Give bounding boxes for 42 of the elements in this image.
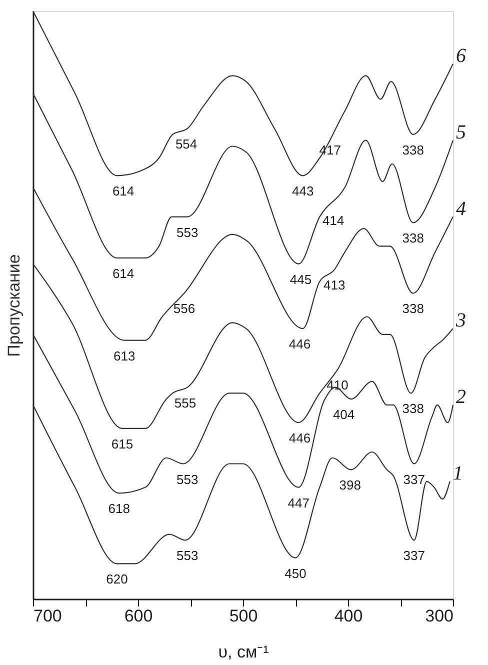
x-tick-label: 500 [229, 606, 258, 626]
series-label: 3 [455, 310, 466, 332]
annotation: 553 [176, 548, 198, 564]
annotation: 446 [288, 430, 311, 446]
annotation: 553 [176, 224, 198, 240]
x-tick-label: 600 [124, 606, 153, 626]
annotation: 338 [402, 301, 424, 316]
y-axis-title: Пропускание [4, 254, 24, 357]
annotation: 338 [402, 142, 424, 158]
annotation: 556 [173, 301, 196, 316]
annotation: 553 [176, 472, 198, 487]
x-tick-label: 700 [34, 606, 62, 626]
annotation: 554 [175, 136, 198, 152]
annotation: 445 [290, 272, 312, 287]
annotation: 446 [288, 336, 311, 352]
series-label: 6 [456, 44, 466, 67]
annotation: 414 [322, 213, 344, 228]
annotation: 338 [402, 230, 424, 246]
series-label: 1 [452, 462, 463, 484]
annotation: 618 [108, 501, 130, 516]
series-label: 2 [456, 386, 466, 408]
x-tick-label: 400 [334, 606, 363, 626]
x-tick-label: 300 [425, 606, 454, 626]
series-label: 5 [456, 121, 466, 144]
annotation: 337 [403, 548, 425, 564]
annotation: 404 [332, 407, 355, 422]
annotation: 337 [403, 472, 425, 487]
annotation: 614 [112, 184, 134, 199]
annotation: 450 [284, 566, 306, 581]
series-label: 4 [456, 198, 466, 220]
annotation: 338 [402, 401, 424, 416]
annotation: 613 [114, 348, 136, 364]
annotation: 410 [326, 378, 348, 393]
annotation: 447 [288, 495, 310, 510]
annotation: 620 [106, 572, 128, 587]
annotation: 614 [112, 266, 134, 281]
annotation: 443 [292, 184, 314, 199]
annotation: 555 [174, 395, 196, 410]
annotation: 615 [111, 436, 134, 452]
annotation: 413 [324, 278, 346, 293]
x-axis-title: υ, см⁻¹ [218, 642, 270, 662]
annotation: 398 [339, 478, 361, 493]
